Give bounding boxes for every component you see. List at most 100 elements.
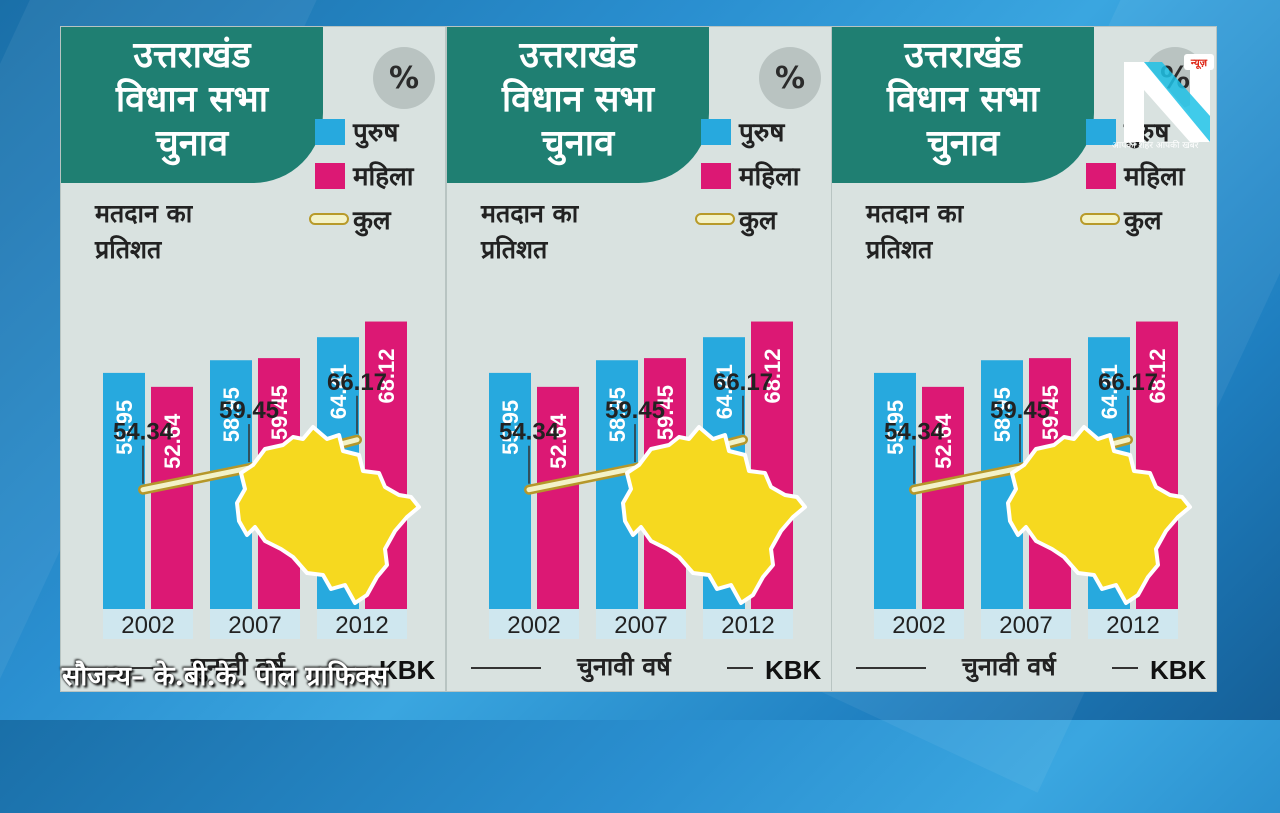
male-value-label: 58.95 [605, 387, 630, 442]
bar-female-2002 [537, 386, 579, 609]
male-value-label: 55.95 [498, 400, 523, 455]
total-value-label: 59.45 [605, 397, 665, 424]
total-value-label: 59.45 [990, 397, 1050, 424]
legend-male-label: पुरुष [353, 118, 399, 148]
legend-female-swatch [1086, 163, 1116, 189]
male-value-label: 64.41 [1097, 364, 1122, 419]
legend-female-label: महिला [739, 162, 800, 192]
legend-male-swatch [315, 119, 345, 145]
footer-rule [341, 667, 367, 669]
male-value-label: 55.95 [883, 400, 908, 455]
legend-female-swatch [315, 163, 345, 189]
category-band [317, 609, 407, 639]
legend-total-label: कुल [1124, 206, 1162, 236]
female-value-label: 68.12 [1145, 348, 1170, 403]
category-label: 2007 [614, 612, 667, 639]
male-value-label: 64.41 [712, 364, 737, 419]
category-label: 2012 [335, 612, 388, 639]
female-value-label: 52.64 [931, 413, 956, 469]
total-value-label: 54.34 [884, 419, 945, 446]
total-value-label: 54.34 [499, 419, 560, 446]
female-value-label: 68.12 [374, 348, 399, 403]
legend-female-label: महिला [1124, 162, 1185, 192]
legend-total-label: कुल [353, 206, 391, 236]
category-band [874, 609, 964, 639]
subheading-line: प्रतिशत [481, 235, 548, 264]
category-label: 2002 [507, 612, 560, 639]
title-line: उत्तराखंड [133, 34, 251, 76]
total-value-label: 59.45 [219, 397, 279, 424]
subheading-line: मतदान का [481, 199, 579, 228]
female-value-label: 52.64 [160, 413, 185, 469]
infographic-panel: उत्तराखंडविधान सभाचुनाव%पुरुषमहिलाकुलमतद… [831, 26, 1217, 692]
title-box: उत्तराखंड विधान सभा चुनाव [61, 27, 323, 183]
category-band [596, 609, 686, 639]
bar-male-2002 [103, 372, 145, 609]
footer-axis-label: चुनावी वर्ष [191, 652, 285, 681]
title-line: चुनाव [926, 122, 1000, 164]
subheading-line: मतदान का [95, 199, 193, 228]
state-map-icon [621, 425, 807, 605]
legend-male-swatch [1086, 119, 1116, 145]
category-band [703, 609, 793, 639]
legend-total-swatch [695, 213, 735, 225]
female-value-label: 59.45 [267, 385, 292, 440]
female-value-label: 52.64 [546, 413, 571, 469]
category-label: 2007 [228, 612, 281, 639]
state-map-icon [235, 425, 421, 605]
bar-male-2002 [489, 372, 531, 609]
title-line: विधान सभा [501, 78, 655, 120]
footer-rule [471, 667, 541, 669]
publisher-mark: KBK [765, 655, 822, 685]
publisher-mark: KBK [1150, 655, 1207, 685]
female-value-label: 59.45 [653, 385, 678, 440]
female-value-label: 68.12 [760, 348, 785, 403]
male-value-label: 64.41 [326, 364, 351, 419]
total-value-label: 66.17 [713, 369, 773, 396]
logo-badge: न्यूज़ [1190, 58, 1208, 70]
category-label: 2002 [892, 612, 945, 639]
title-line: उत्तराखंड [904, 34, 1022, 76]
legend-total-label: कुल [739, 206, 777, 236]
subheading-line: मतदान का [866, 199, 964, 228]
legend-male-label: पुरुष [739, 118, 785, 148]
female-value-label: 59.45 [1038, 385, 1063, 440]
total-value-label: 66.17 [1098, 369, 1158, 396]
male-value-label: 55.95 [112, 400, 137, 455]
total-value-label: 66.17 [327, 369, 387, 396]
credit-caption: सौजन्य– के.बी.के. पोल ग्राफिक्स [62, 661, 389, 692]
logo-tagline: आपका शहर आपकी खबर [1112, 141, 1199, 151]
title-line: चुनाव [155, 122, 229, 164]
category-band [103, 609, 193, 639]
male-value-label: 58.95 [990, 387, 1015, 442]
category-band [1088, 609, 1178, 639]
state-map-icon [1006, 425, 1192, 605]
total-value-label: 54.34 [113, 419, 174, 446]
news-logo-icon: न्यूज़ [1124, 54, 1214, 142]
category-band [489, 609, 579, 639]
title-line: उत्तराखंड [519, 34, 637, 76]
legend-female-swatch [701, 163, 731, 189]
title-box: उत्तराखंड विधान सभा चुनाव [832, 27, 1094, 183]
bar-female-2002 [151, 386, 193, 609]
title-line: विधान सभा [886, 78, 1040, 120]
title-line: चुनाव [541, 122, 615, 164]
category-label: 2012 [721, 612, 774, 639]
category-band [210, 609, 300, 639]
category-label: 2007 [999, 612, 1052, 639]
footer-rule [727, 667, 753, 669]
title-box: उत्तराखंड विधान सभा चुनाव [447, 27, 709, 183]
footer-rule [856, 667, 926, 669]
percent-badge: % [373, 47, 435, 109]
footer-rule [1112, 667, 1138, 669]
category-label: 2002 [121, 612, 174, 639]
subheading-line: प्रतिशत [95, 235, 162, 264]
legend-total-swatch [309, 213, 349, 225]
bar-female-2002 [922, 386, 964, 609]
male-value-label: 58.95 [219, 387, 244, 442]
